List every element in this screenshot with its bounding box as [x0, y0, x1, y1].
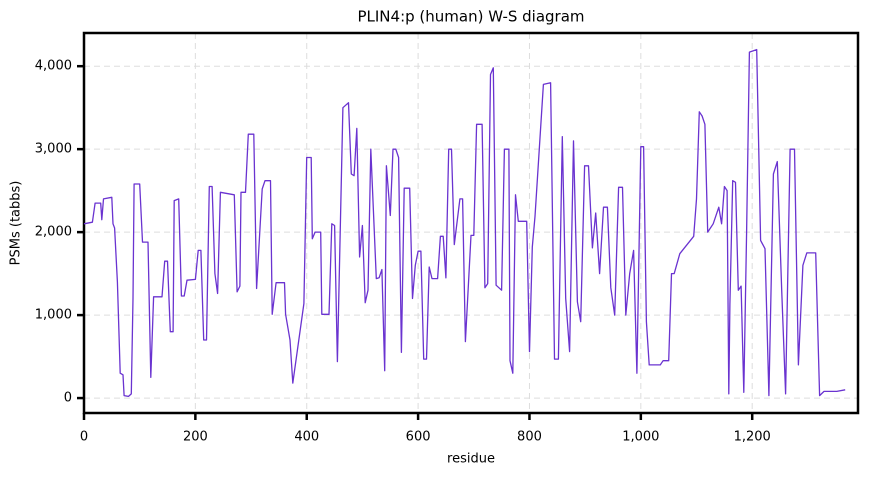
y-tick-label: 1,000 — [35, 308, 72, 323]
y-tick-label: 4,000 — [35, 59, 72, 74]
x-tick-label: 1,000 — [622, 430, 659, 445]
y-tick-label: 3,000 — [35, 142, 72, 157]
plot-frame — [82, 31, 860, 415]
x-axis-label: residue — [447, 452, 495, 467]
x-tick-label: 600 — [406, 430, 431, 445]
x-tick-label: 1,200 — [734, 430, 771, 445]
chart-title: PLIN4:p (human) W-S diagram — [357, 8, 584, 26]
y-tick-label: 0 — [64, 391, 72, 406]
x-tick-label: 0 — [80, 430, 88, 445]
y-tick-label: 2,000 — [35, 225, 72, 240]
x-tick-label: 800 — [517, 430, 542, 445]
x-tick-label: 400 — [294, 430, 319, 445]
x-tick-label: 200 — [183, 430, 208, 445]
y-axis-label: PSMs (tabbs) — [9, 181, 24, 266]
data-line — [83, 48, 846, 398]
